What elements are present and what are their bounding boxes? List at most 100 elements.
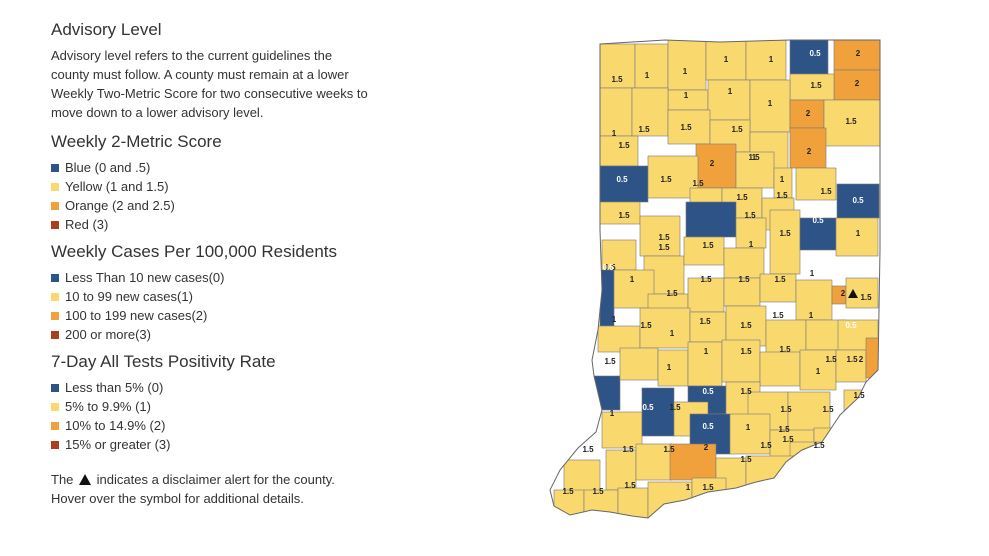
county-score-label: 1.5 xyxy=(611,75,623,84)
county-score-label: 1.5 xyxy=(820,187,832,196)
county[interactable] xyxy=(599,87,633,137)
county[interactable] xyxy=(833,69,880,101)
county-score-label: 1.5 xyxy=(740,387,752,396)
county[interactable] xyxy=(707,79,751,121)
county[interactable] xyxy=(613,269,655,309)
legend-item: Orange (2 and 2.5) xyxy=(51,196,371,215)
county-score-label: 1.5 xyxy=(624,481,636,490)
footnote-suffix: indicates a disclaimer alert for the cou… xyxy=(96,472,335,487)
county[interactable] xyxy=(789,40,829,75)
county-score-label: 1.5 xyxy=(658,233,670,242)
county-score-label: 2 xyxy=(807,147,812,156)
county[interactable] xyxy=(839,429,879,455)
county-score-label: 1.5 xyxy=(680,123,692,132)
county[interactable] xyxy=(729,413,771,455)
county[interactable] xyxy=(765,319,807,355)
footnote-line-2: Hover over the symbol for additional det… xyxy=(51,491,304,506)
legend-item-label: 10 to 99 new cases(1) xyxy=(65,289,193,304)
county-score-label: 1.5 xyxy=(562,487,574,496)
county[interactable] xyxy=(749,79,791,133)
county[interactable] xyxy=(617,487,649,518)
county-score-label: 1.5 xyxy=(822,405,834,414)
county[interactable] xyxy=(667,109,711,145)
county[interactable] xyxy=(689,311,727,343)
county-score-label: 1.5 xyxy=(660,175,672,184)
county[interactable] xyxy=(745,40,787,81)
yellow-swatch xyxy=(51,292,59,301)
legend-item: Less than 5% (0) xyxy=(51,378,371,397)
county-score-label: 1.5 xyxy=(779,345,791,354)
county[interactable] xyxy=(685,201,737,238)
county-score-label: 1 xyxy=(612,315,617,324)
county-score-label: 1 xyxy=(645,71,650,80)
county[interactable] xyxy=(619,347,659,381)
county[interactable] xyxy=(687,341,723,387)
county[interactable] xyxy=(833,40,880,71)
county[interactable] xyxy=(836,183,880,219)
county-score-label: 0.5 xyxy=(702,422,714,431)
county[interactable] xyxy=(641,387,675,437)
county[interactable] xyxy=(865,337,882,379)
county-score-label: 1.5 xyxy=(663,445,675,454)
county[interactable] xyxy=(705,40,747,81)
county[interactable] xyxy=(605,449,637,491)
county[interactable] xyxy=(799,349,837,391)
county[interactable] xyxy=(631,87,669,137)
legend-item-label: Less Than 10 new cases(0) xyxy=(65,270,225,285)
county-score-label: 1 xyxy=(684,91,689,100)
county-score-label: 1 xyxy=(816,367,821,376)
county-score-label: 1.5 xyxy=(640,321,652,330)
county[interactable] xyxy=(823,99,880,147)
blue-swatch xyxy=(51,273,59,282)
advisory-level-heading: Advisory Level xyxy=(51,20,162,39)
county-layer xyxy=(553,40,882,518)
county[interactable] xyxy=(721,339,761,383)
county[interactable] xyxy=(835,217,879,257)
county-score-label: 1.5 xyxy=(774,275,786,284)
yellow-swatch xyxy=(51,402,59,411)
legend-item: Less Than 10 new cases(0) xyxy=(51,268,371,287)
county-score-label: 1.5 xyxy=(700,275,712,284)
county[interactable] xyxy=(759,351,801,387)
county-score-label: 1 xyxy=(809,311,814,320)
two-metric-score-legend: Blue (0 and .5) Yellow (1 and 1.5) Orang… xyxy=(51,158,371,234)
county[interactable] xyxy=(599,165,649,203)
county[interactable] xyxy=(601,411,643,449)
county[interactable] xyxy=(789,99,825,129)
county-score-label: 1.5 xyxy=(604,357,616,366)
county[interactable] xyxy=(635,443,673,481)
county-score-label: 1.5 xyxy=(738,275,750,284)
county-score-label: 1.5 xyxy=(699,317,711,326)
county[interactable] xyxy=(769,209,801,275)
county-score-label: 1.5 xyxy=(772,311,784,320)
county-score-label: 1 xyxy=(749,240,754,249)
county-score-label: 1 xyxy=(728,87,733,96)
legend-item-label: Yellow (1 and 1.5) xyxy=(65,179,169,194)
county[interactable] xyxy=(667,40,707,91)
blue-swatch xyxy=(51,383,59,392)
county-score-label: 1.5 xyxy=(825,355,837,364)
county-score-label: 2 xyxy=(841,289,846,298)
county[interactable] xyxy=(634,43,669,89)
county[interactable] xyxy=(657,349,689,387)
county[interactable] xyxy=(599,43,636,89)
legend-item-label: 5% to 9.9% (1) xyxy=(65,399,151,414)
legend-item-label: 15% or greater (3) xyxy=(65,437,171,452)
county[interactable] xyxy=(723,247,765,279)
county[interactable] xyxy=(795,279,833,321)
county[interactable] xyxy=(647,155,699,199)
county-score-label: 0.5 xyxy=(602,263,614,272)
county[interactable] xyxy=(789,127,827,169)
county[interactable] xyxy=(745,455,797,495)
county-score-label: 1.5 xyxy=(846,355,858,364)
county[interactable] xyxy=(669,443,717,481)
warning-icon[interactable] xyxy=(848,289,858,298)
county-score-label: 1.5 xyxy=(669,403,681,412)
county-score-label: 2 xyxy=(710,159,715,168)
county[interactable] xyxy=(597,325,641,353)
county-score-label: 1 xyxy=(610,409,615,418)
blue-swatch xyxy=(51,163,59,172)
county[interactable] xyxy=(795,167,837,201)
warning-icon xyxy=(79,474,92,485)
county[interactable] xyxy=(639,307,691,349)
